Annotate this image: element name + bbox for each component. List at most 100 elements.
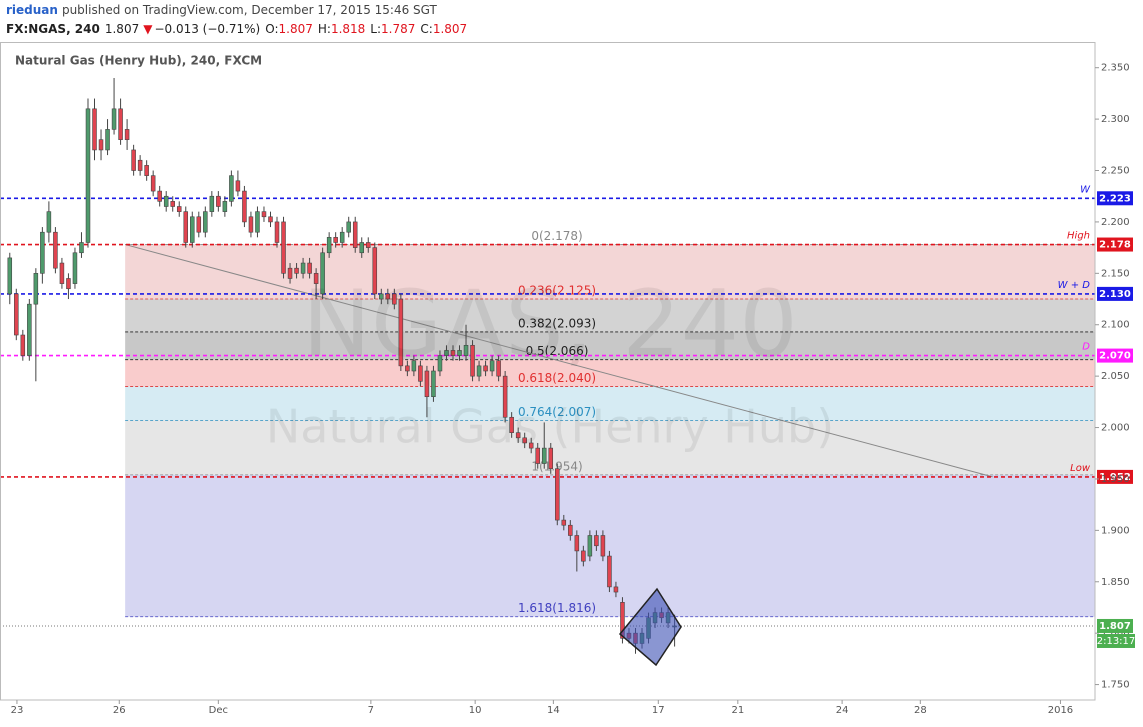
- candle-body: [307, 262, 312, 274]
- fib-zone: [125, 420, 1095, 475]
- level-label: High: [1067, 231, 1090, 242]
- x-tick-label: 7: [368, 705, 374, 716]
- candle-body: [561, 519, 567, 526]
- candle-body: [398, 298, 404, 367]
- y-tick-label: 1.950: [1101, 474, 1130, 485]
- candle-body: [79, 242, 84, 254]
- price-box-label: 2.223: [1099, 193, 1131, 204]
- fib-label: 0.618(2.040): [518, 371, 596, 385]
- candle-body: [470, 344, 475, 377]
- price-box: [1097, 348, 1133, 363]
- candle-body: [463, 344, 469, 356]
- candle-body: [568, 524, 573, 536]
- candle-body: [209, 195, 215, 212]
- candle-body: [522, 437, 527, 444]
- x-tick-label: 2016: [1048, 705, 1073, 716]
- candle-body: [476, 365, 482, 377]
- candle-body: [268, 216, 273, 223]
- candle-body: [515, 432, 521, 439]
- x-tick-label: 26: [113, 705, 126, 716]
- candle-body: [255, 211, 260, 233]
- candle-body: [359, 242, 364, 254]
- level-label: W: [1080, 184, 1091, 195]
- candle-body: [457, 350, 462, 356]
- candle-body: [176, 206, 182, 212]
- candle-body: [85, 108, 91, 243]
- candle-body: [229, 175, 234, 202]
- candle-body: [581, 550, 586, 562]
- price-box: [1097, 191, 1133, 206]
- candle-body: [502, 375, 508, 418]
- fib-zone: [125, 386, 1095, 421]
- fib-label: 0.382(2.093): [518, 316, 596, 330]
- candle-body: [496, 360, 501, 377]
- candle-body: [111, 108, 117, 130]
- candle-body: [489, 360, 495, 372]
- candle-body: [607, 555, 612, 588]
- x-tick-label: 24: [836, 705, 849, 716]
- fib-zone: [125, 359, 1095, 387]
- candle-body: [137, 159, 143, 171]
- arrow: ▼: [143, 22, 153, 36]
- plot-frame: [0, 42, 1096, 701]
- candle-body: [594, 535, 599, 547]
- published: published on TradingView.com, December 1…: [62, 3, 438, 17]
- price-box-label: 2.130: [1099, 289, 1131, 300]
- candle-body: [600, 535, 606, 557]
- ohlc-value: 1.787: [381, 22, 415, 36]
- candle-body: [326, 237, 332, 254]
- candle-body: [196, 216, 202, 233]
- ohlc-value: 1.807: [279, 22, 313, 36]
- plot-area: 0(2.178)0.236(2.125)0.382(2.093)0.5(2.06…: [0, 77, 1095, 654]
- ohlc-label: L:: [370, 22, 381, 36]
- y-tick-label: 2.200: [1101, 217, 1130, 228]
- candle-body: [7, 257, 13, 295]
- ohlc-label: H:: [318, 22, 331, 36]
- candle-body: [431, 370, 436, 398]
- trend-line: [125, 244, 993, 478]
- candle-body: [274, 221, 280, 243]
- candle-body: [366, 242, 371, 248]
- candle-body: [339, 231, 345, 243]
- candle-body: [20, 334, 26, 356]
- price-box: [1097, 469, 1133, 484]
- level-label: W + D: [1058, 280, 1091, 291]
- candle-body: [40, 231, 45, 274]
- timer-label: 2:13:17: [1097, 636, 1136, 647]
- y-tick-label: 1.800: [1101, 628, 1130, 639]
- candle-body: [541, 447, 547, 464]
- candle-body: [509, 416, 514, 433]
- y-tick-label: 2.000: [1101, 423, 1130, 434]
- candle-body: [313, 273, 319, 284]
- candle-body: [46, 211, 52, 233]
- symbol: FX:NGAS, 240: [6, 22, 100, 36]
- candle-body: [555, 468, 560, 521]
- symbol-line: FX:NGAS, 240 1.807 ▼ −0.013 (−0.71%) O:1.807…: [6, 22, 467, 36]
- candle-body: [150, 175, 156, 192]
- last-price-label: 1.807: [1099, 621, 1131, 632]
- y-tick-label: 1.900: [1101, 525, 1130, 536]
- price-box-label: 1.952: [1099, 472, 1131, 483]
- candle-body: [613, 586, 619, 593]
- fib-zone: [125, 474, 1095, 617]
- y-tick-label: 2.250: [1101, 166, 1130, 177]
- ohlc-value: 1.807: [433, 22, 467, 36]
- fib-label: 1.618(1.816): [518, 601, 596, 615]
- candle-body: [424, 370, 430, 398]
- candle-body: [346, 221, 351, 233]
- candle-body: [444, 350, 449, 356]
- watermark-sub: Natural Gas (Henry Hub): [266, 400, 834, 454]
- fib-label: 0(2.178): [531, 229, 582, 243]
- candle-body: [372, 247, 378, 295]
- candle-body: [235, 180, 241, 192]
- candle-body: [59, 262, 65, 284]
- price-box: [1097, 237, 1133, 252]
- chart-title: Natural Gas (Henry Hub), 240, FXCM: [15, 54, 262, 68]
- diamond-drawing: [618, 587, 682, 667]
- y-tick-label: 1.850: [1101, 577, 1130, 588]
- level-label: Low: [1070, 463, 1091, 474]
- author[interactable]: rieduan: [6, 3, 58, 17]
- candle-body: [72, 252, 78, 284]
- candle-body: [352, 221, 358, 248]
